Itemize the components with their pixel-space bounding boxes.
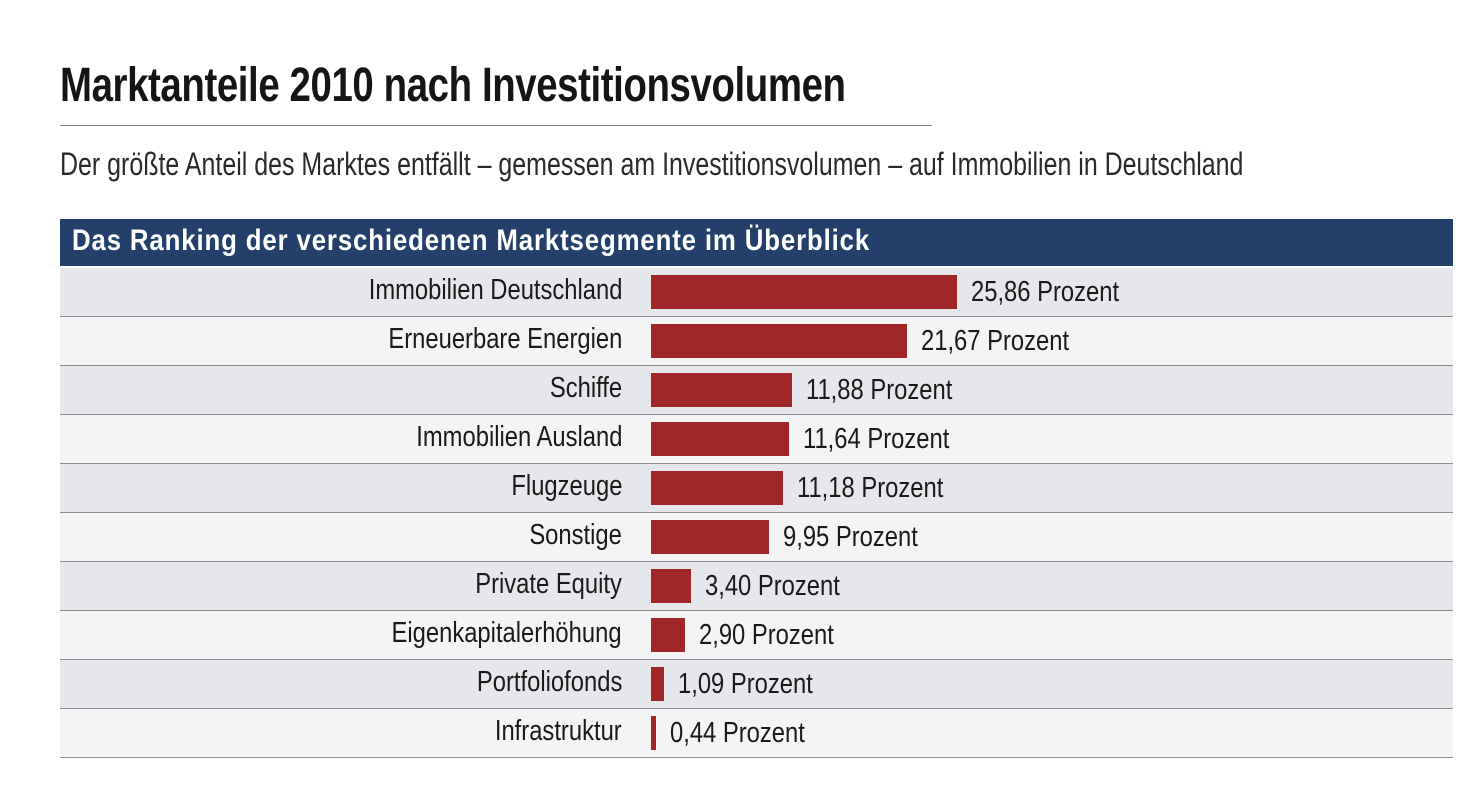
value-label: 9,95 Prozent xyxy=(782,521,918,553)
category-label: Private Equity xyxy=(475,568,622,600)
value-label: 2,90 Prozent xyxy=(699,619,835,651)
chart-row: Eigenkapitalerhöhung 2,90 Prozent xyxy=(60,611,1453,660)
bar xyxy=(651,373,792,407)
value-label: 25,86 Prozent xyxy=(971,276,1120,308)
bar xyxy=(651,275,957,309)
category-label: Flugzeuge xyxy=(510,470,622,502)
chart-row: Infrastruktur 0,44 Prozent xyxy=(60,709,1453,758)
title-divider xyxy=(60,125,932,126)
category-label: Schiffe xyxy=(549,372,622,404)
bar xyxy=(651,716,657,750)
chart-row: Immobilien Ausland 11,64 Prozent xyxy=(60,415,1453,464)
value-label: 21,67 Prozent xyxy=(921,325,1070,357)
chart-row: Private Equity 3,40 Prozent xyxy=(60,562,1453,611)
chart-subtitle: Der größte Anteil des Marktes entfällt –… xyxy=(60,146,1244,182)
bar xyxy=(651,618,686,652)
bar-chart: Immobilien Deutschland 25,86 Prozent Erneu… xyxy=(60,268,1453,758)
bar xyxy=(651,569,692,603)
value-label: 11,64 Prozent xyxy=(802,423,950,455)
chart-row: Erneuerbare Energien 21,67 Prozent xyxy=(60,317,1453,366)
bar xyxy=(651,422,789,456)
bar xyxy=(651,324,908,358)
value-label: 0,44 Prozent xyxy=(670,717,806,749)
value-label: 3,40 Prozent xyxy=(705,570,841,602)
bar xyxy=(651,667,664,701)
category-label: Erneuerbare Energien xyxy=(388,323,622,355)
value-label: 1,09 Prozent xyxy=(677,668,813,700)
chart-row: Flugzeuge 11,18 Prozent xyxy=(60,464,1453,513)
chart-title: Marktanteile 2010 nach Investitionsvolum… xyxy=(60,59,846,112)
category-label: Immobilien Ausland xyxy=(415,421,622,453)
category-label: Portfoliofonds xyxy=(476,666,622,698)
panel-header xyxy=(60,219,1453,266)
category-label: Immobilien Deutschland xyxy=(368,274,622,306)
panel-header-title: Das Ranking der verschiedenen Marktsegme… xyxy=(72,224,871,257)
chart-row: Immobilien Deutschland 25,86 Prozent xyxy=(60,268,1453,317)
chart-row: Sonstige 9,95 Prozent xyxy=(60,513,1453,562)
category-label: Eigenkapitalerhöhung xyxy=(391,617,622,649)
value-label: 11,18 Prozent xyxy=(797,472,944,504)
value-label: 11,88 Prozent xyxy=(805,374,952,406)
chart-row: Schiffe 11,88 Prozent xyxy=(60,366,1453,415)
category-label: Sonstige xyxy=(529,519,622,551)
bar xyxy=(651,471,784,505)
chart-row: Portfoliofonds 1,09 Prozent xyxy=(60,660,1453,709)
bar xyxy=(651,520,769,554)
category-label: Infrastruktur xyxy=(495,715,622,747)
